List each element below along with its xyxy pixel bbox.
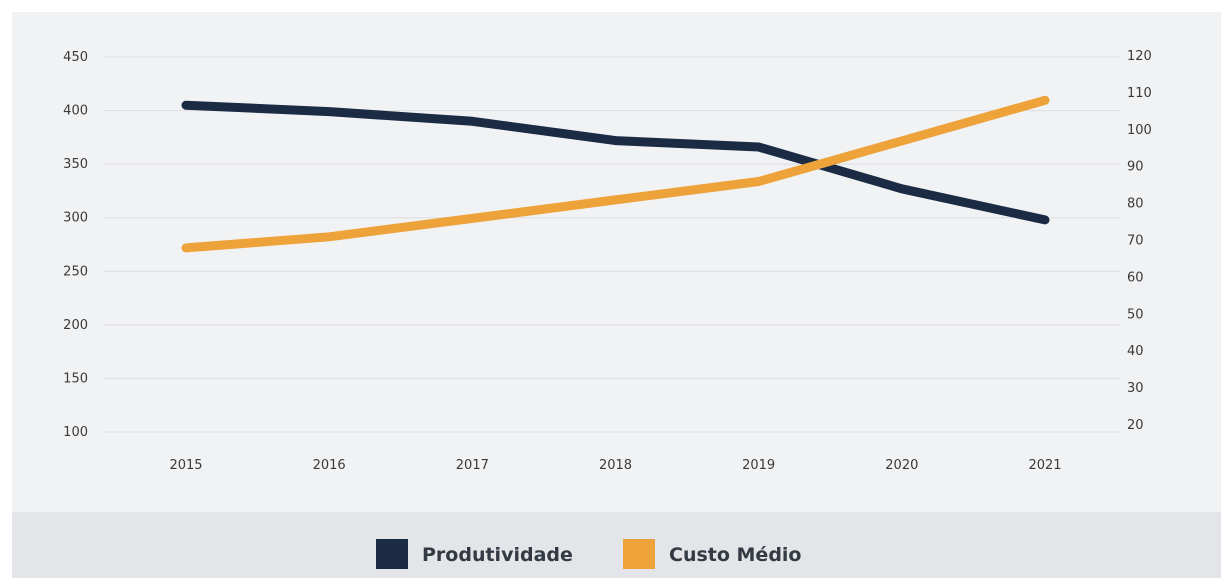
left-tick-label: 150 (63, 371, 88, 386)
series-line-custo-medio (181, 95, 1050, 253)
right-tick-label: 90 (1127, 160, 1144, 175)
x-tick-label: 2016 (313, 458, 346, 473)
right-tick-label: 110 (1127, 86, 1152, 101)
series-lines (181, 95, 1050, 253)
legend-background (12, 512, 1221, 578)
right-tick-label: 50 (1127, 307, 1144, 322)
right-tick-label: 40 (1127, 344, 1144, 359)
grid (104, 56, 1120, 433)
legend-swatch-produtividade (376, 539, 408, 569)
left-tick-label: 300 (63, 211, 88, 226)
x-axis: 2015 2016 2017 2018 2019 2020 2021 (169, 458, 1061, 473)
x-tick-label: 2019 (742, 458, 775, 473)
legend-label-produtividade: Produtividade (422, 544, 573, 566)
left-tick-label: 400 (63, 104, 88, 119)
right-axis: 120 110 100 90 80 70 60 50 40 30 20 (1127, 49, 1152, 433)
legend-label-custo-medio: Custo Médio (669, 544, 802, 566)
x-tick-label: 2017 (456, 458, 489, 473)
left-tick-label: 350 (63, 157, 88, 172)
left-tick-label: 250 (63, 264, 88, 279)
right-tick-label: 100 (1127, 123, 1152, 138)
left-axis: 450 400 350 300 250 200 150 100 (63, 50, 88, 440)
right-tick-label: 60 (1127, 270, 1144, 285)
right-tick-label: 20 (1127, 418, 1144, 433)
legend-swatch-custo-medio (623, 539, 655, 569)
right-tick-label: 80 (1127, 197, 1144, 212)
x-tick-label: 2021 (1028, 458, 1061, 473)
x-tick-label: 2020 (885, 458, 918, 473)
legend: Produtividade Custo Médio (376, 539, 802, 569)
left-tick-label: 100 (63, 425, 88, 440)
right-tick-label: 120 (1127, 49, 1152, 64)
right-tick-label: 30 (1127, 381, 1144, 396)
right-tick-label: 70 (1127, 234, 1144, 249)
x-tick-label: 2018 (599, 458, 632, 473)
left-tick-label: 200 (63, 318, 88, 333)
left-tick-label: 450 (63, 50, 88, 65)
series-line-produtividade (181, 100, 1050, 225)
x-tick-label: 2015 (169, 458, 202, 473)
